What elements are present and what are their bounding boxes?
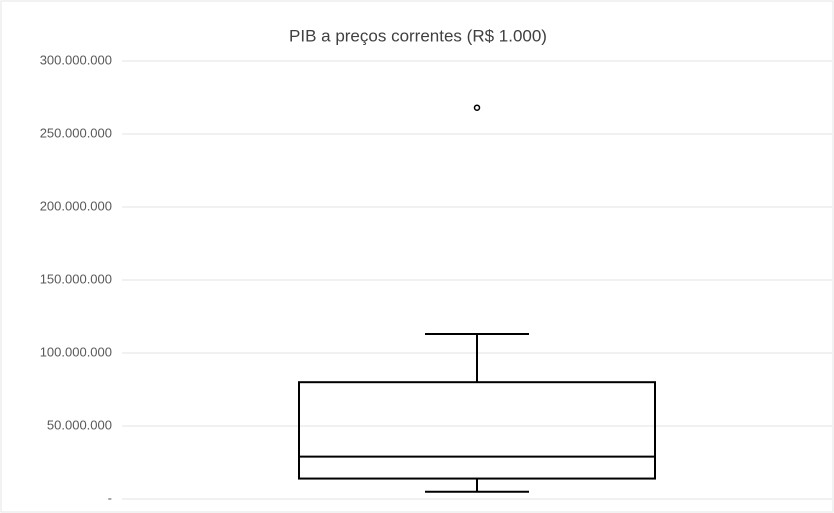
chart-title: PIB a preços correntes (R$ 1.000) [289, 26, 547, 45]
y-tick-label: 100.000.000 [40, 344, 112, 359]
y-tick-label: 150.000.000 [40, 271, 112, 286]
y-tick-label: 250.000.000 [40, 125, 112, 140]
box [298, 381, 656, 480]
y-tick-label: 200.000.000 [40, 198, 112, 213]
outlier [473, 104, 481, 111]
y-tick-label: - [108, 490, 112, 505]
y-tick-label: 300.000.000 [40, 52, 112, 67]
y-tick-label: 50.000.000 [47, 417, 112, 432]
